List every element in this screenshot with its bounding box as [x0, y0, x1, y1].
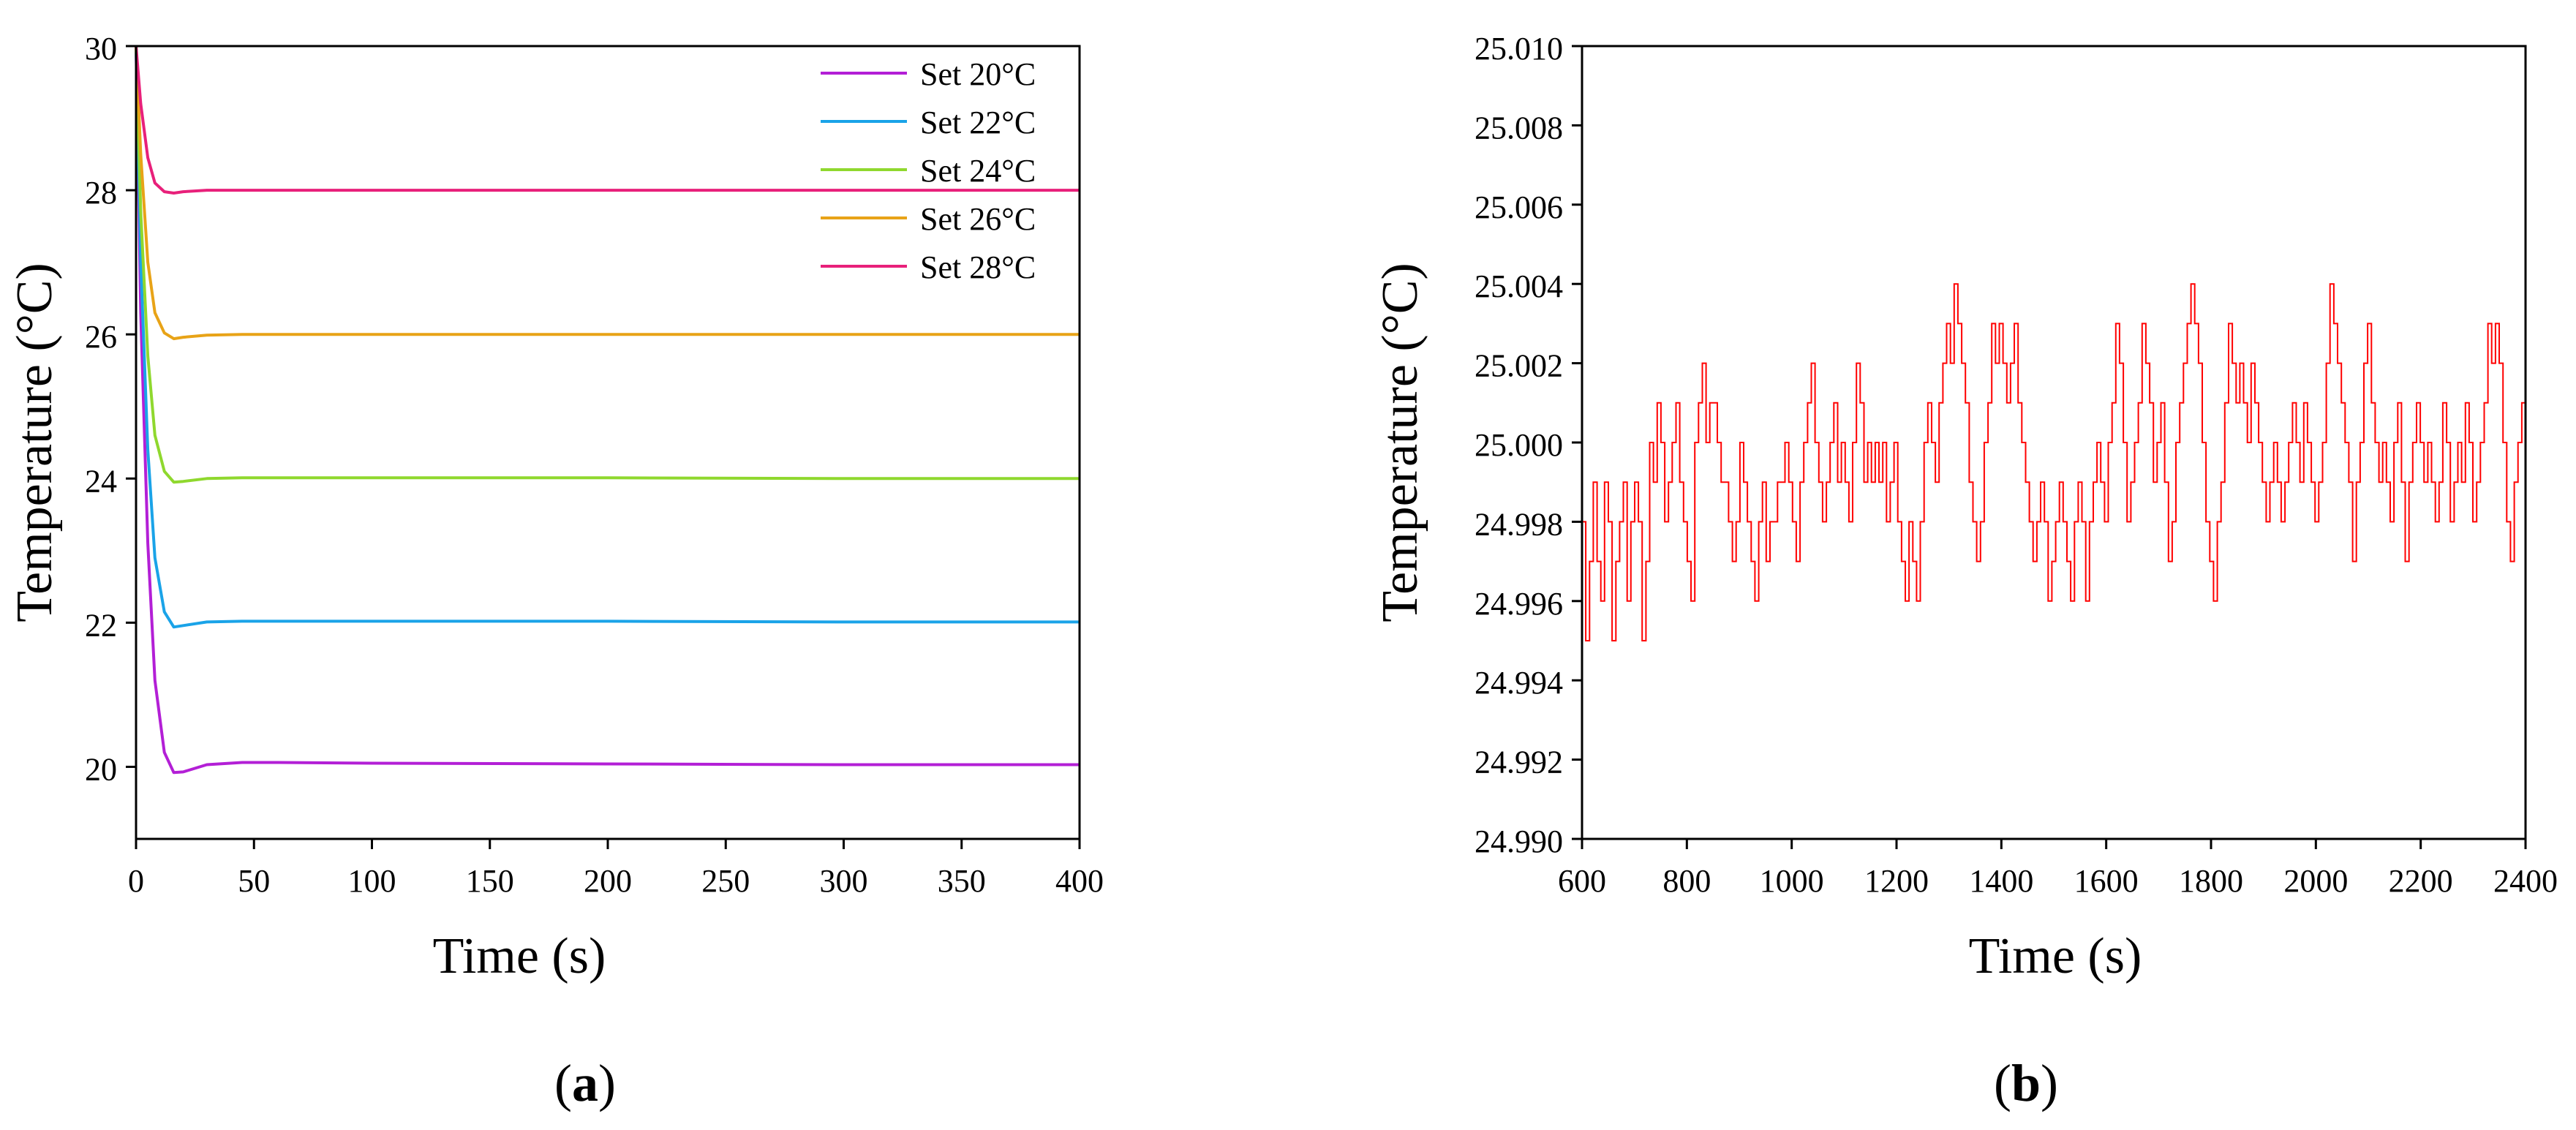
- panel-b-series-line: [1582, 283, 2526, 641]
- panel-b-y-tick-label: 24.994: [1475, 665, 1563, 701]
- panel-a-y-tick-label: 26: [85, 319, 117, 355]
- panel-b-x-tick-label: 1800: [2179, 863, 2243, 899]
- panel-a-x-axis: 0 50 100 150 200 250 300 350 400: [128, 839, 1104, 899]
- panel-b-y-axis-title: Temperature (°C): [1372, 263, 1428, 622]
- panel-b-label: (b): [1994, 1054, 2058, 1112]
- panel-b-series-group: [1582, 283, 2526, 641]
- panel-a-legend-label: Set 28°C: [920, 249, 1036, 285]
- panel-a-legend: Set 20°C Set 22°C Set 24°C Set 26°C Set 28°C: [821, 56, 1036, 285]
- panel-a-x-tick-label: 100: [348, 863, 396, 899]
- panel-b-y-tick-label: 25.006: [1475, 189, 1563, 225]
- panel-a-y-axis: 20 22 24 26 28 30: [85, 31, 136, 787]
- panel-b-x-tick-label: 2400: [2493, 863, 2558, 899]
- panel-b-y-tick-label: 25.002: [1475, 348, 1563, 384]
- panel-b-y-tick-label: 25.008: [1475, 110, 1563, 146]
- panel-a-y-tick-label: 20: [85, 751, 117, 787]
- panel-a-series-line: [135, 45, 1080, 341]
- panel-b-y-tick-label: 25.000: [1475, 427, 1563, 463]
- panel-a-y-tick-label: 30: [85, 31, 117, 67]
- panel-a-series-line: [135, 45, 1080, 195]
- panel-b-x-axis: 600 800 1000 1200 1400 1600 1800 2000 2200 2400: [1558, 839, 2558, 899]
- panel-b-y-tick-label: 24.990: [1475, 824, 1563, 859]
- panel-b-x-tick-label: 800: [1662, 863, 1711, 899]
- panel-a-y-tick-label: 24: [85, 463, 117, 499]
- panel-b-x-tick-label: 2000: [2283, 863, 2348, 899]
- panel-a-x-tick-label: 400: [1055, 863, 1104, 899]
- panel-a-x-tick-label: 50: [238, 863, 270, 899]
- panel-a-legend-label: Set 24°C: [920, 153, 1036, 189]
- panel-a-legend-label: Set 20°C: [920, 56, 1036, 92]
- panel-a-y-tick-label: 22: [85, 607, 117, 643]
- panel-b-y-tick-label: 25.004: [1475, 268, 1563, 304]
- panel-b-y-tick-label: 25.010: [1475, 31, 1563, 67]
- panel-b-x-tick-label: 1600: [2074, 863, 2139, 899]
- panel-a-y-axis-title: Temperature (°C): [7, 263, 63, 622]
- panel-a-chart: 0 50 100 150 200 250 300 350 400 20 22 24 26 28 30 Se…: [7, 31, 1104, 984]
- panel-a-series-line: [135, 45, 1080, 775]
- panel-a-x-tick-label: 200: [584, 863, 632, 899]
- panel-b-chart: 600 800 1000 1200 1400 1600 1800 2000 2200 2400 2…: [1372, 31, 2558, 984]
- panel-b-x-tick-label: 600: [1558, 863, 1606, 899]
- panel-a-series-line: [135, 45, 1080, 484]
- panel-a-series-group: [135, 45, 1080, 775]
- panel-a-legend-label: Set 26°C: [920, 201, 1036, 237]
- panel-b-x-tick-label: 2200: [2389, 863, 2453, 899]
- panel-a-legend-label: Set 22°C: [920, 105, 1036, 140]
- panel-a-x-tick-label: 300: [820, 863, 868, 899]
- panel-b-x-tick-label: 1000: [1760, 863, 1824, 899]
- panel-a-x-tick-label: 250: [701, 863, 750, 899]
- panel-b-x-axis-title: Time (s): [1969, 928, 2142, 984]
- panel-a-label: (a): [554, 1054, 616, 1112]
- panel-b-y-tick-label: 24.996: [1475, 586, 1563, 622]
- panel-a-x-axis-title: Time (s): [433, 928, 606, 984]
- panel-b-x-tick-label: 1200: [1864, 863, 1929, 899]
- panel-a-series-line: [135, 45, 1080, 629]
- panel-b-y-tick-label: 24.992: [1475, 745, 1563, 780]
- panel-a-y-tick-label: 28: [85, 175, 117, 211]
- panel-b-x-tick-label: 1400: [1969, 863, 2033, 899]
- panel-a-x-tick-label: 150: [466, 863, 514, 899]
- panel-b-y-tick-label: 24.998: [1475, 506, 1563, 542]
- panel-a-x-tick-label: 0: [128, 863, 144, 899]
- panel-a-x-tick-label: 350: [938, 863, 986, 899]
- panel-b-y-axis: 24.990 24.992 24.994 24.996 24.998 25.000 25.0…: [1475, 31, 1582, 859]
